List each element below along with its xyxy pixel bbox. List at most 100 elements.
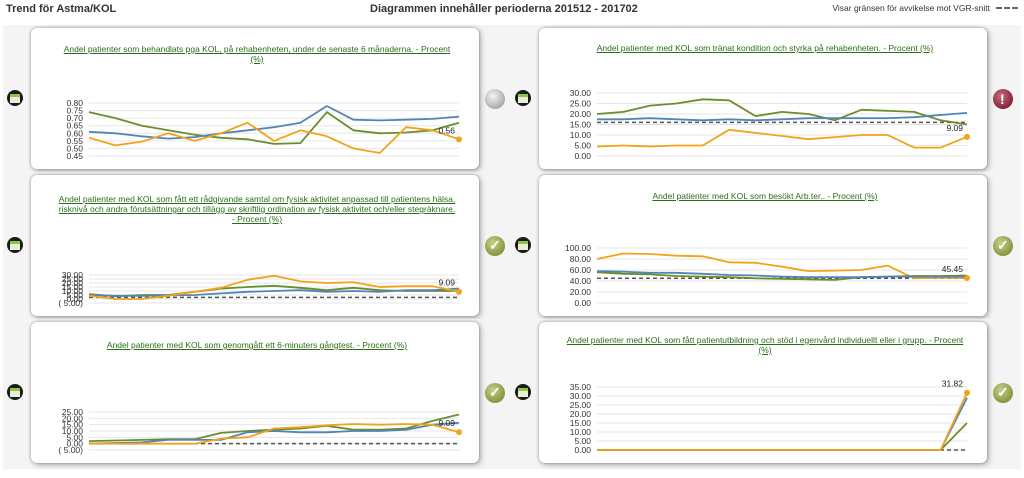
- calendar-icon[interactable]: [515, 384, 531, 400]
- chart-title[interactable]: Andel patienter med KOL som tränat kondi…: [596, 43, 934, 53]
- y-tick-label: 0.65: [66, 121, 83, 131]
- y-tick-label: ( 5.00): [58, 298, 83, 308]
- chart-title[interactable]: Andel patienter med KOL som fått patient…: [566, 335, 964, 355]
- calendar-page-icon: [518, 241, 528, 250]
- y-tick-label: ( 5.00): [58, 445, 83, 455]
- chart-title[interactable]: Andel patienter med KOL som fått ett råd…: [58, 194, 456, 224]
- y-tick-label: 15.00: [62, 282, 84, 292]
- calendar-page-icon: [10, 388, 20, 397]
- end-value-label: 45.45: [942, 264, 964, 274]
- y-tick-label: 25.00: [570, 99, 592, 109]
- y-tick-label: 10.00: [570, 427, 592, 437]
- series-line-3: [89, 423, 460, 445]
- y-tick-label: 20.00: [62, 278, 84, 288]
- end-value-label: 9.09: [438, 418, 455, 428]
- y-tick-label: 0.00: [574, 298, 591, 308]
- status-ok-icon: [993, 383, 1013, 403]
- y-tick-label: 0.70: [66, 113, 83, 123]
- chart-panel: Andel patienter med KOL som fått patient…: [539, 322, 987, 463]
- chart-cell-4: Andel patienter med KOL som besökt Arb.t…: [511, 172, 1021, 322]
- end-point-marker: [456, 288, 462, 295]
- end-value-label: 31.82: [942, 379, 964, 389]
- y-tick-label: 0.75: [66, 106, 83, 116]
- y-tick-label: 10.00: [570, 130, 592, 140]
- y-tick-label: 5.00: [66, 432, 83, 442]
- series-line-3: [597, 392, 968, 451]
- status-ok-icon: [485, 236, 505, 256]
- y-tick-label: 20.00: [62, 413, 84, 423]
- y-tick-label: 5.00: [66, 290, 83, 300]
- calendar-icon[interactable]: [515, 237, 531, 253]
- y-tick-label: 0.00: [66, 294, 83, 304]
- y-tick-label: 30.00: [570, 88, 592, 98]
- y-tick-label: 0.55: [66, 136, 83, 146]
- series-line-2: [597, 397, 968, 451]
- y-tick-label: 40.00: [570, 276, 592, 286]
- series-line-2: [597, 112, 968, 122]
- y-tick-label: 20.00: [570, 409, 592, 419]
- series-line-2: [88, 421, 460, 445]
- calendar-page-icon: [518, 388, 528, 397]
- end-point-marker: [964, 389, 970, 396]
- end-value-label: 0.56: [438, 125, 455, 135]
- calendar-icon[interactable]: [7, 237, 23, 253]
- status-ok-icon: [485, 383, 505, 403]
- series-line-3: [596, 128, 968, 149]
- y-tick-label: 80.00: [570, 254, 592, 264]
- calendar-page-icon: [10, 94, 20, 103]
- end-value-label: 9.09: [946, 123, 963, 133]
- chart-panel: Andel patienter med KOL som tränat kondi…: [539, 28, 987, 169]
- chart-panel: Andel patienter som behandlats pga KOL, …: [31, 28, 479, 169]
- end-point-marker: [964, 133, 970, 140]
- series-line-2: [88, 287, 460, 297]
- series-line-3: [596, 270, 967, 279]
- y-tick-label: 35.00: [570, 382, 592, 392]
- limit-legend-dash: [996, 7, 1018, 9]
- series-line-1: [596, 252, 968, 280]
- series-line-3: [88, 121, 460, 154]
- chart-cell-6: Andel patienter med KOL som fått patient…: [511, 319, 1021, 469]
- series-line-3: [88, 274, 460, 300]
- end-point-marker: [456, 429, 462, 436]
- status-ok-icon: [993, 236, 1013, 256]
- y-tick-label: 20.00: [570, 287, 592, 297]
- y-tick-label: 0.00: [66, 439, 83, 449]
- y-tick-label: 15.00: [570, 418, 592, 428]
- series-line-1: [88, 413, 460, 442]
- calendar-page-icon: [518, 94, 528, 103]
- end-point-marker: [964, 275, 970, 282]
- series-line-1: [596, 98, 968, 126]
- y-tick-label: 0.50: [66, 143, 83, 153]
- y-tick-label: 0.00: [574, 445, 591, 455]
- report-header: Trend för Astma/KOL Diagrammen innehålle…: [0, 0, 1024, 22]
- report-title: Trend för Astma/KOL: [6, 3, 117, 15]
- y-tick-label: 5.00: [574, 141, 591, 151]
- period-caption: Diagrammen innehåller perioderna 201512 …: [370, 3, 638, 15]
- end-value-label: 9.09: [438, 278, 455, 288]
- calendar-icon[interactable]: [7, 384, 23, 400]
- chart-title[interactable]: Andel patienter som behandlats pga KOL, …: [63, 44, 451, 64]
- y-tick-label: 15.00: [570, 120, 592, 130]
- y-tick-label: 5.00: [574, 436, 591, 446]
- y-tick-label: 0.45: [66, 151, 83, 161]
- y-tick-label: 10.00: [62, 426, 84, 436]
- series-line-1: [597, 422, 968, 451]
- y-tick-label: 25.00: [62, 274, 84, 284]
- y-tick-label: 10.00: [62, 286, 84, 296]
- calendar-icon[interactable]: [515, 90, 531, 106]
- y-tick-label: 15.00: [62, 420, 84, 430]
- chart-panel: Andel patienter med KOL som besökt Arb.t…: [539, 175, 987, 316]
- chart-title[interactable]: Andel patienter med KOL som genomgått et…: [106, 340, 408, 350]
- chart-panel: Andel patienter med KOL som genomgått et…: [31, 322, 479, 463]
- y-tick-label: 100.00: [565, 243, 591, 253]
- calendar-icon[interactable]: [7, 90, 23, 106]
- y-tick-label: 25.00: [570, 400, 592, 410]
- series-line-2: [88, 105, 460, 140]
- chart-cell-1: Andel patienter som behandlats pga KOL, …: [3, 25, 513, 175]
- chart-title[interactable]: Andel patienter med KOL som besökt Arb.t…: [652, 191, 878, 201]
- y-tick-label: 25.00: [62, 407, 84, 417]
